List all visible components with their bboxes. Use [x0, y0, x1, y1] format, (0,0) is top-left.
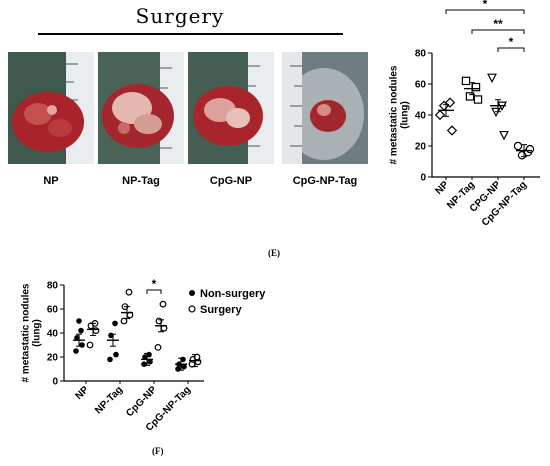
chart-e-significance-label: * [483, 0, 488, 11]
photo-label-np: NP [43, 175, 59, 187]
chart-f-legend-label: Non-surgery [200, 288, 266, 300]
chart-f-point [147, 359, 153, 365]
chart-f-point [125, 288, 133, 296]
panel-label-e: (E) [268, 248, 280, 258]
chart-f-legend-label: Surgery [200, 304, 242, 316]
photo-np-tag [98, 52, 184, 164]
chart-f-point [141, 361, 147, 367]
photo-cpg-np-tag [282, 52, 368, 164]
chart-f-point [78, 327, 84, 334]
chart-f-point [154, 343, 162, 351]
chart-f-y-axis-label-line: (lung) [32, 319, 43, 347]
photo-np [8, 52, 94, 164]
chart-f-significance-bracket [146, 289, 162, 294]
chart-f-significance-label: * [152, 277, 157, 291]
photo-label-cpg-np-tag: CpG-NP-Tag [292, 175, 358, 187]
chart-e-point [513, 141, 523, 151]
chart-e-point [517, 151, 527, 160]
chart-f-x-tick-label: NP-Tag [93, 384, 125, 416]
chart-e-y-tick-label: 0 [420, 173, 426, 184]
chart-e-significance-label: * [509, 35, 514, 49]
chart-e-significance-bracket [497, 47, 525, 52]
chart-e-x-tick-label: NP [434, 179, 452, 197]
surgery-underline [38, 33, 343, 35]
chart-f-y-tick-label: 20 [47, 353, 59, 364]
chart-e-significance-label: ** [493, 17, 503, 31]
chart-f-point [86, 341, 94, 349]
chart-f-point [73, 348, 79, 354]
chart-e-y-axis-label: # metastatic nodules(lung) [389, 65, 411, 164]
chart-e-point [465, 92, 475, 101]
chart-f-point [92, 327, 100, 334]
chart-f-point [181, 363, 187, 370]
chart-f-point [79, 342, 85, 348]
chart-e-point [499, 130, 509, 141]
chart-f-point [112, 320, 118, 327]
chart-e-significance-bracket [445, 9, 525, 14]
chart-f-x-tick-label: CpG-NP [124, 384, 159, 419]
chart-f-point [107, 356, 113, 363]
chart-f-legend-marker [188, 305, 196, 313]
photo-label-cpg-np: CpG-NP [209, 175, 253, 187]
chart-f-y-axis-label-line: # metastatic nodules [21, 283, 32, 382]
chart-e-y-tick-label: 20 [415, 142, 427, 153]
chart-f-point [76, 318, 82, 324]
chart-e-point [525, 144, 535, 154]
chart-e-point [473, 95, 483, 104]
chart-e-point [471, 82, 481, 92]
chart-e-y-axis-label-line: # metastatic nodules [389, 65, 400, 164]
chart-e-point [446, 125, 458, 136]
chart-e-y-tick-label: 40 [415, 111, 427, 122]
photo-cpg-np [188, 52, 274, 164]
chart-f-point [175, 366, 181, 372]
chart-f-point [113, 351, 119, 358]
chart-e-y-tick-label: 60 [415, 80, 427, 91]
chart-f-y-axis-label: # metastatic nodules(lung) [21, 283, 43, 382]
chart-e-y-axis-label-line: (lung) [400, 101, 411, 129]
chart-f-legend-marker [189, 290, 195, 296]
chart-f-y-tick-label: 40 [47, 329, 59, 340]
chart-f-point [74, 335, 80, 341]
chart-f-y-tick-label: 60 [47, 305, 59, 316]
panel-label-f: (F) [152, 446, 164, 456]
chart-f-y-tick-label: 0 [52, 377, 58, 388]
chart-e-point [487, 73, 497, 84]
chart-e-point [434, 109, 446, 121]
chart-f-x-tick-label: NP [74, 384, 92, 402]
chart-f-point [159, 300, 167, 308]
chart-e-point [461, 76, 471, 86]
photo-label-np-tag: NP-Tag [122, 175, 160, 187]
chart-f: 0 20 40 60 80 # metastatic nodules(lung) NP NP-… [21, 277, 267, 434]
chart-f-y-tick-label: 80 [47, 281, 59, 292]
chart-e-significance-bracket [471, 29, 525, 34]
chart-e-y-tick-label: 80 [415, 49, 427, 60]
surgery-title: Surgery [135, 4, 225, 28]
